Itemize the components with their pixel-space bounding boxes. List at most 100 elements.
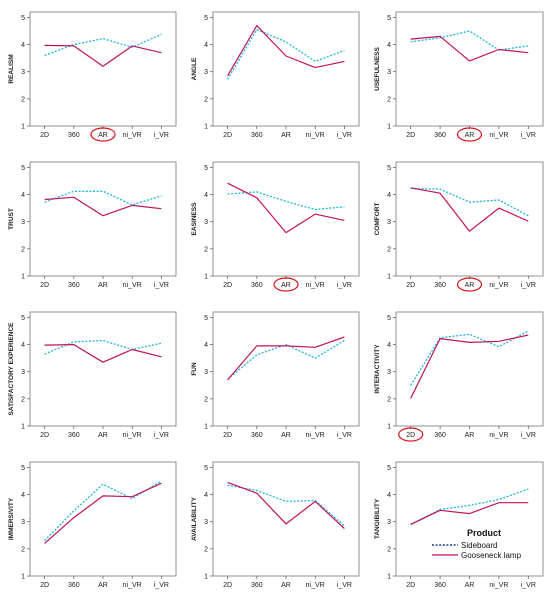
x-tick-label: ni_VR (306, 432, 325, 439)
data-point (410, 187, 411, 188)
x-tick-label: i_VR (521, 432, 536, 439)
y-tick-label: 5 (21, 165, 25, 172)
x-tick-label: 360 (434, 132, 446, 139)
data-point (44, 543, 45, 544)
data-point (227, 75, 228, 76)
data-point (73, 44, 74, 45)
data-point (285, 232, 286, 233)
y-tick-label: 4 (204, 42, 208, 49)
x-tick-label: 2D (40, 582, 49, 589)
data-point (498, 49, 499, 50)
data-point (44, 345, 45, 346)
y-axis-label: FUN (191, 362, 198, 376)
y-tick-label: 5 (21, 465, 25, 472)
y-tick-label: 4 (387, 492, 391, 499)
data-point (73, 45, 74, 46)
y-tick-label: 3 (204, 369, 208, 376)
y-axis-label: ANGLE (191, 57, 198, 80)
highlight-circle (398, 427, 424, 442)
x-tick-label: i_VR (337, 582, 352, 589)
data-point (344, 61, 345, 62)
y-tick-label: 3 (387, 519, 391, 526)
y-tick-label: 5 (204, 315, 208, 322)
data-point (161, 52, 162, 53)
data-point (528, 221, 529, 222)
series-line-gooseneck-lamp (410, 502, 529, 525)
legend-title: Product (467, 528, 501, 538)
data-point (315, 347, 316, 348)
data-point (528, 330, 529, 331)
highlight-circle (456, 277, 483, 292)
x-tick-label: 360 (434, 432, 446, 439)
data-point (344, 340, 345, 341)
y-tick-label: 2 (387, 396, 391, 403)
data-point (528, 45, 529, 46)
y-tick-label: 5 (21, 15, 25, 22)
x-tick-label: ni_VR (306, 282, 325, 289)
y-tick-label: 3 (21, 369, 25, 376)
series-line-sideboard (44, 190, 162, 206)
y-tick-label: 2 (204, 246, 208, 253)
data-point (227, 484, 228, 485)
y-tick-label: 3 (387, 69, 391, 76)
plot-area (395, 311, 544, 427)
data-point (410, 524, 411, 525)
x-tick-label: 2D (40, 132, 49, 139)
x-tick-label: 360 (251, 582, 263, 589)
y-tick-label: 4 (21, 192, 25, 199)
data-point (161, 34, 162, 35)
data-point (285, 55, 286, 56)
plot-area (212, 311, 360, 427)
data-point (102, 484, 103, 485)
x-tick-label: 2D (223, 282, 232, 289)
x-tick-label: i_VR (154, 282, 169, 289)
data-point (227, 183, 228, 184)
chart-panel-usefulness: 1 2 3 4 5 2D 360 AR ni_VR i_VR USEFULNESS (374, 11, 544, 142)
data-point (285, 345, 286, 346)
x-tick-label: 2D (40, 282, 49, 289)
y-tick-label: 2 (387, 96, 391, 103)
y-tick-label: 3 (21, 219, 25, 226)
data-point (528, 52, 529, 53)
x-tick-label: i_VR (337, 282, 352, 289)
y-axis-label: INTERACTIVITY (374, 344, 381, 394)
highlight-circle (273, 277, 299, 292)
data-point (227, 379, 228, 380)
series-line-gooseneck-lamp (44, 196, 162, 217)
data-point (315, 209, 316, 210)
y-tick-label: 4 (21, 492, 25, 499)
series-line-sideboard (227, 484, 345, 527)
data-point (469, 513, 470, 514)
y-tick-label: 4 (21, 342, 25, 349)
chart-panel-availability: 1 2 3 4 5 2D 360 AR ni_VR i_VR AVAILABILITY (191, 461, 360, 589)
x-tick-label: 360 (251, 432, 263, 439)
data-point (256, 191, 257, 192)
data-point (469, 334, 470, 335)
data-point (469, 505, 470, 506)
y-tick-label: 5 (387, 15, 391, 22)
x-tick-label: 2D (406, 132, 415, 139)
chart-panel-satisfactory-experience: 1 2 3 4 5 2D 360 AR ni_VR i_VR SATISFACTORY EXPERI… (8, 311, 177, 439)
data-point (469, 342, 470, 343)
series-line-gooseneck-lamp (410, 187, 529, 232)
data-point (315, 501, 316, 502)
x-tick-label: AR (281, 132, 291, 139)
y-tick-label: 3 (21, 69, 25, 76)
x-tick-label: AR (281, 432, 291, 439)
y-tick-label: 2 (21, 396, 25, 403)
x-tick-label: 360 (434, 582, 446, 589)
plot-area (29, 11, 177, 127)
data-point (44, 202, 45, 203)
y-tick-label: 1 (387, 424, 391, 431)
y-tick-label: 5 (21, 315, 25, 322)
x-tick-label: 360 (68, 432, 80, 439)
data-point (498, 341, 499, 342)
series-line-sideboard (44, 33, 162, 57)
data-point (528, 215, 529, 216)
y-tick-label: 3 (204, 519, 208, 526)
data-point (344, 206, 345, 207)
y-tick-label: 1 (204, 574, 208, 581)
plot-area (395, 11, 544, 127)
y-tick-label: 4 (387, 192, 391, 199)
series-line-sideboard (410, 187, 529, 217)
